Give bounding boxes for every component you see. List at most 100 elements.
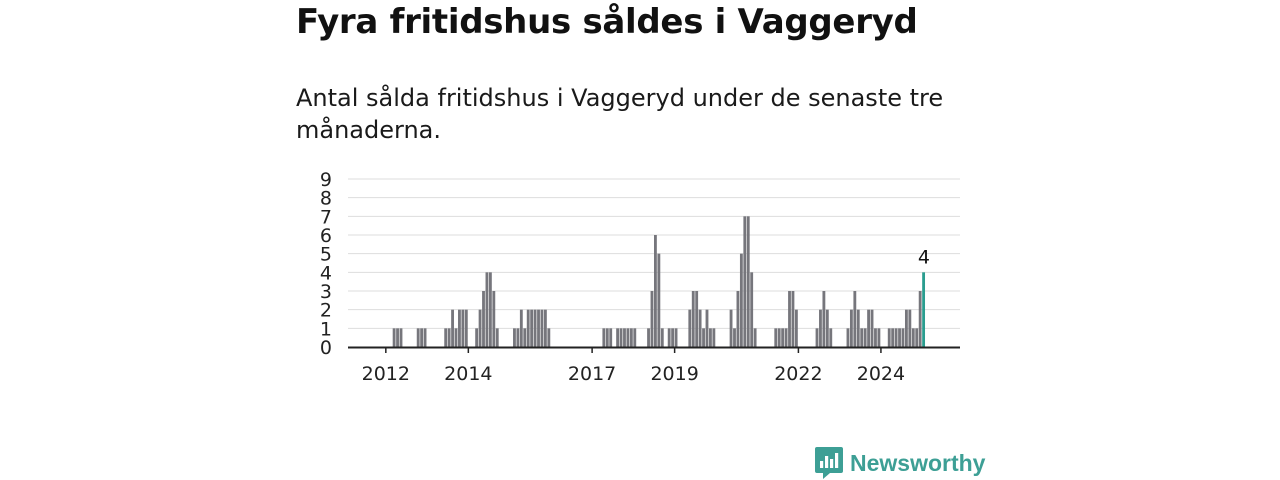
bar xyxy=(547,328,551,347)
bar xyxy=(822,291,826,347)
bar xyxy=(423,328,427,347)
bar xyxy=(870,309,874,347)
bar xyxy=(894,328,898,347)
y-tick-label: 6 xyxy=(320,225,332,247)
bar xyxy=(623,328,626,347)
bar xyxy=(712,328,716,347)
bar xyxy=(743,216,747,347)
bar xyxy=(444,328,448,347)
bar xyxy=(746,216,750,347)
bar xyxy=(447,328,451,347)
bar xyxy=(791,291,795,347)
bars xyxy=(392,216,926,347)
bar xyxy=(898,328,901,347)
bar xyxy=(853,291,857,347)
bar xyxy=(464,309,468,347)
bar xyxy=(513,328,516,347)
x-tick-label: 2017 xyxy=(568,363,616,385)
y-tick-label: 2 xyxy=(320,300,332,322)
chart-title: Fyra fritidshus såldes i Vaggeryd xyxy=(296,2,918,42)
bar xyxy=(777,328,781,347)
bar xyxy=(667,328,671,347)
bar xyxy=(478,309,482,347)
bar xyxy=(815,328,819,347)
bar xyxy=(918,291,922,347)
bar xyxy=(901,328,905,347)
bar xyxy=(849,309,853,347)
bar xyxy=(794,309,798,347)
bar xyxy=(781,328,785,347)
highlight-value-label: 4 xyxy=(918,246,930,268)
bar xyxy=(674,328,678,347)
y-tick-label: 4 xyxy=(320,262,332,284)
newsworthy-logo-icon xyxy=(815,447,843,479)
bar xyxy=(519,309,523,347)
bar xyxy=(702,328,705,347)
bar xyxy=(911,328,915,347)
bar xyxy=(626,328,630,347)
bar xyxy=(788,291,791,347)
bar xyxy=(605,328,609,347)
bar xyxy=(908,309,912,347)
bar xyxy=(691,291,695,347)
bar xyxy=(657,253,661,347)
bar xyxy=(874,328,877,347)
bar xyxy=(774,328,778,347)
bar xyxy=(698,309,702,347)
bar xyxy=(543,309,547,347)
bar xyxy=(784,328,788,347)
x-tick-label: 2019 xyxy=(650,363,698,385)
bar xyxy=(736,291,740,347)
bar xyxy=(695,291,699,347)
bar xyxy=(733,328,736,347)
bar xyxy=(819,309,822,347)
bar xyxy=(495,328,499,347)
bar xyxy=(654,235,657,347)
bar-highlight xyxy=(922,272,926,347)
bar xyxy=(709,328,712,347)
bar xyxy=(396,328,399,347)
bar xyxy=(416,328,420,347)
bar xyxy=(887,328,891,347)
bar xyxy=(660,328,664,347)
bar xyxy=(739,253,743,347)
bar xyxy=(688,309,692,347)
y-tick-label: 0 xyxy=(320,337,332,359)
bar xyxy=(526,309,530,347)
y-tick-label: 3 xyxy=(320,281,332,303)
bar xyxy=(492,291,496,347)
x-tick-label: 2014 xyxy=(444,363,492,385)
bar xyxy=(891,328,895,347)
bar xyxy=(825,309,829,347)
bar xyxy=(533,309,537,347)
bar xyxy=(482,291,485,347)
bar xyxy=(619,328,623,347)
bar xyxy=(729,309,733,347)
y-tick-label: 5 xyxy=(320,244,332,266)
bar xyxy=(750,272,754,347)
bar xyxy=(485,272,489,347)
chart-subtitle: Antal sålda fritidshus i Vaggeryd under … xyxy=(296,84,944,144)
bar xyxy=(454,328,458,347)
brand-logo[interactable]: Newsworthy xyxy=(814,446,985,480)
annotations: 4 xyxy=(918,246,930,268)
y-tick-label: 8 xyxy=(320,188,332,210)
bar xyxy=(420,328,424,347)
bar xyxy=(488,272,492,347)
bar xyxy=(616,328,620,347)
bar xyxy=(451,309,454,347)
bar xyxy=(609,328,613,347)
bar xyxy=(523,328,527,347)
bar xyxy=(753,328,757,347)
bar xyxy=(867,309,871,347)
bar xyxy=(863,328,867,347)
bar xyxy=(461,309,465,347)
bar xyxy=(602,328,606,347)
bar xyxy=(904,309,908,347)
x-tick-label: 2024 xyxy=(857,363,905,385)
bar xyxy=(392,328,396,347)
bar xyxy=(915,328,919,347)
bar xyxy=(705,309,709,347)
